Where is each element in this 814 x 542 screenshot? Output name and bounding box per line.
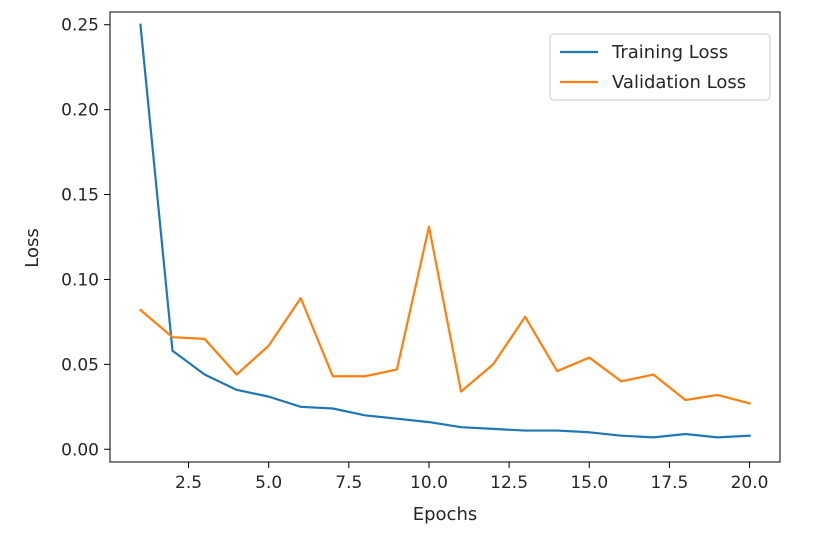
validation-loss-line bbox=[138, 225, 751, 405]
series-layer bbox=[138, 23, 751, 439]
y-tick-label: 0.10 bbox=[61, 270, 99, 290]
y-tick-label: 0.00 bbox=[61, 440, 99, 460]
x-axis: 2.5 5.0 7.5 10.0 12.5 15.0 17.5 20.0 bbox=[175, 462, 768, 493]
x-tick-label: 10.0 bbox=[410, 473, 448, 493]
x-tick-label: 20.0 bbox=[731, 473, 769, 493]
x-axis-label: Epochs bbox=[413, 504, 478, 525]
y-tick-label: 0.20 bbox=[61, 101, 99, 121]
legend-label-training-loss: Training Loss bbox=[611, 42, 728, 63]
y-axis: 0.00 0.05 0.10 0.15 0.20 0.25 bbox=[61, 16, 110, 460]
legend-label-validation-loss: Validation Loss bbox=[612, 72, 746, 93]
legend: Training Loss Validation Loss bbox=[549, 33, 771, 101]
y-tick-label: 0.05 bbox=[61, 355, 99, 375]
x-tick-label: 5.0 bbox=[255, 473, 282, 493]
x-tick-label: 12.5 bbox=[490, 473, 528, 493]
y-tick-label: 0.25 bbox=[61, 16, 99, 36]
x-tick-label: 7.5 bbox=[335, 473, 362, 493]
training-loss-line bbox=[139, 23, 751, 439]
y-axis-label: Loss bbox=[22, 228, 43, 267]
y-tick-label: 0.15 bbox=[61, 186, 99, 206]
x-tick-label: 15.0 bbox=[570, 473, 608, 493]
x-tick-label: 2.5 bbox=[175, 473, 202, 493]
legend-box bbox=[549, 33, 771, 101]
x-tick-label: 17.5 bbox=[650, 473, 688, 493]
